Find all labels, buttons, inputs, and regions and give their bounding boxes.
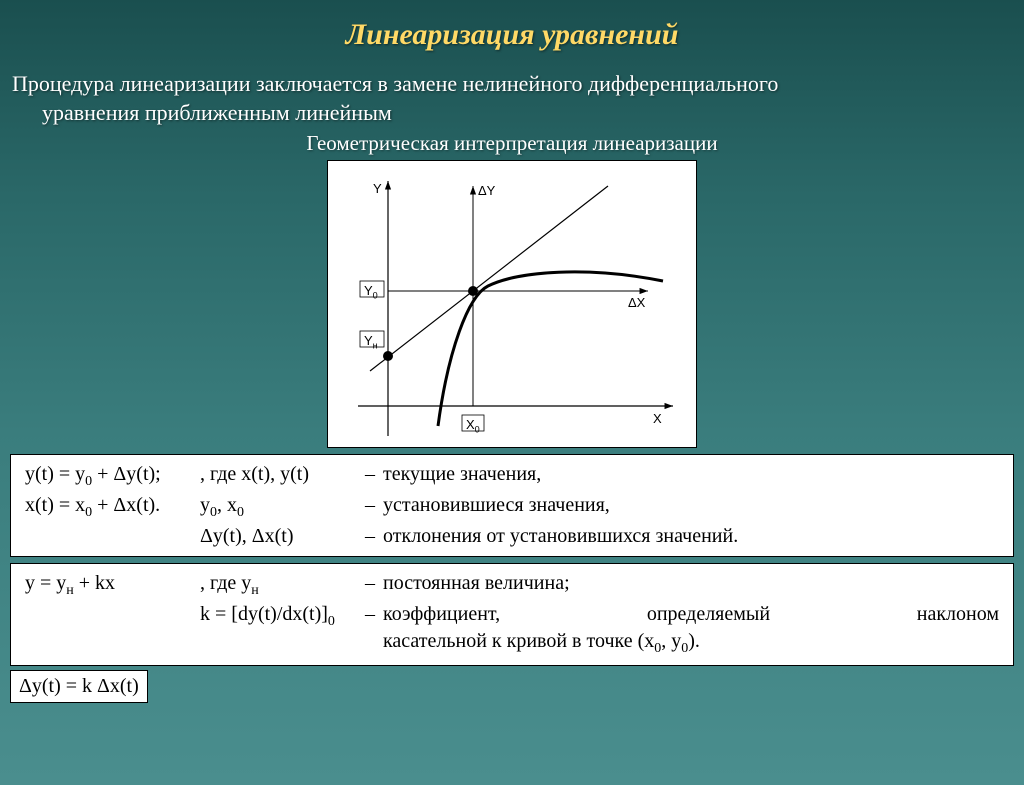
dash: – [361, 601, 379, 659]
f2r2c3b: касательной к кривой в точке (x0, y0). [383, 628, 999, 659]
intro-line2: уравнения приближенным линейным [12, 99, 1012, 128]
formula-box-2: y = yн + kx , где yн – постоянная величи… [10, 563, 1014, 666]
axis-dy-label: ΔY [478, 183, 495, 198]
f2r1c2: , где yн [196, 570, 361, 601]
f1r3c2: Δy(t), Δx(t) [196, 523, 361, 550]
y0-label: Y0 [364, 283, 378, 301]
f1r3c3: отклонения от установившихся значений. [379, 523, 1003, 550]
axis-x-label: X [653, 411, 662, 426]
f1r2c3: установившиеся значения, [379, 492, 1003, 523]
x0-label: X0 [466, 417, 480, 435]
linearization-figure: Y ΔY X ΔX Y0 Yн X0 [327, 160, 697, 448]
f2r1c3: постоянная величина; [379, 570, 1003, 601]
dash: – [361, 461, 379, 492]
f1r1c1: y(t) = y0 + Δy(t); [21, 461, 196, 492]
slide-title: Линеаризация уравнений [0, 18, 1024, 52]
axis-y-label: Y [373, 181, 382, 196]
intro-text: Процедура линеаризации заключается в зам… [12, 70, 1012, 127]
f1r1c3: текущие значения, [379, 461, 1003, 492]
f2r2c2: k = [dy(t)/dx(t)]0 [196, 601, 361, 659]
f1r2c1: x(t) = x0 + Δx(t). [21, 492, 196, 523]
yn-label: Yн [364, 333, 378, 351]
axis-dx-label: ΔX [628, 295, 645, 310]
dash: – [361, 570, 379, 601]
figure-caption: Геометрическая интерпретация линеаризаци… [0, 131, 1024, 156]
figure-wrap: Y ΔY X ΔX Y0 Yн X0 [0, 160, 1024, 448]
intro-line1: Процедура линеаризации заключается в зам… [12, 70, 1012, 99]
formula-box-1: y(t) = y0 + Δy(t); , где x(t), y(t) – те… [10, 454, 1014, 557]
dash: – [361, 492, 379, 523]
f1r2c2: y0, x0 [196, 492, 361, 523]
f2r1c1: y = yн + kx [21, 570, 196, 601]
formula-box-3: Δy(t) = k Δx(t) [10, 670, 148, 703]
dash: – [361, 523, 379, 550]
f1r1c2: , где x(t), y(t) [196, 461, 361, 492]
f2r2c3a: коэффициент, определяемый наклоном [383, 601, 999, 628]
